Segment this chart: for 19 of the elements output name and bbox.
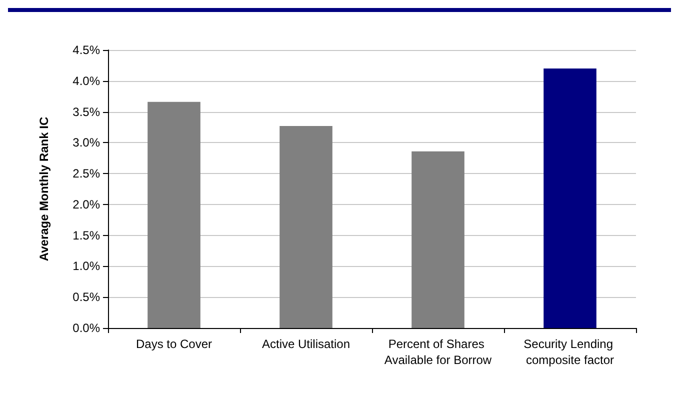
y-tick-label: 2.0% — [72, 197, 100, 212]
y-tick-label: 4.0% — [72, 74, 100, 88]
y-tick-label: 0.5% — [72, 290, 100, 304]
bar — [148, 102, 200, 328]
y-axis-title: Average Monthly Rank IC — [37, 116, 51, 262]
y-tick-label: 0.0% — [72, 321, 100, 335]
y-tick-label: 1.0% — [72, 259, 100, 274]
x-tick-label: Active Utilisation — [262, 337, 350, 351]
x-tick-label: Security Lending composite factor — [524, 337, 616, 367]
bar — [544, 68, 596, 328]
y-tick-label: 2.5% — [72, 166, 100, 181]
y-tick-label: 4.5% — [72, 43, 100, 57]
y-tick-label: 1.5% — [72, 228, 100, 242]
x-tick-label: Percent of Shares Available for Borrow — [384, 337, 492, 367]
y-tick-label: 3.0% — [72, 136, 100, 150]
bar — [412, 151, 464, 328]
x-tick-label: Days to Cover — [136, 337, 212, 351]
bar — [280, 126, 332, 328]
y-tick-label: 3.5% — [72, 104, 100, 119]
